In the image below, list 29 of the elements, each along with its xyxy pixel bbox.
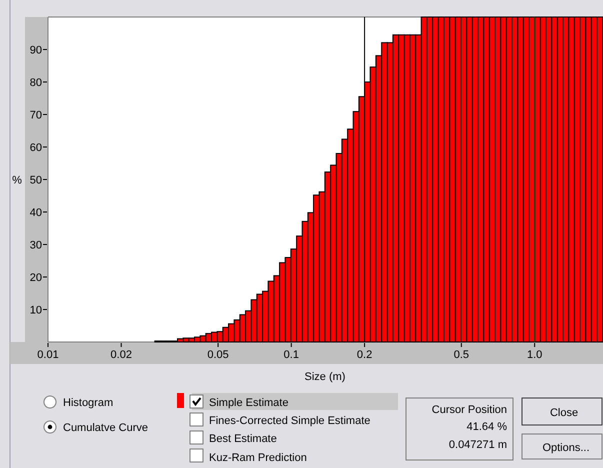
x-tick-label: 0.1 bbox=[284, 349, 299, 361]
y-tick-label: 80 bbox=[30, 76, 42, 89]
text: Cursor Position bbox=[432, 404, 507, 416]
y-tick-label: 70 bbox=[30, 109, 42, 122]
text: Best Estimate bbox=[209, 433, 277, 445]
legend-label: Simple Estimate bbox=[209, 397, 288, 409]
y-tick-label: 50 bbox=[30, 174, 42, 186]
y-tick-label: 30 bbox=[30, 239, 42, 252]
x-tick-label: 0.2 bbox=[356, 349, 372, 361]
x-tick-label: 0.05 bbox=[207, 349, 229, 361]
text: 41.64 % bbox=[466, 421, 508, 433]
text: 0.047271 m bbox=[448, 439, 507, 451]
x-tick-label: 0.01 bbox=[37, 349, 59, 361]
y-axis-title: % bbox=[12, 174, 22, 186]
x-tick-label: 1.0 bbox=[526, 349, 542, 361]
text: Options... bbox=[542, 442, 590, 454]
y-tick-label: 20 bbox=[30, 272, 42, 284]
x-axis-title: Size (m) bbox=[304, 371, 346, 383]
y-tick-label: 40 bbox=[30, 206, 42, 219]
x-tick-label: 0.5 bbox=[454, 349, 470, 361]
y-tick-label: 90 bbox=[30, 44, 42, 56]
text: Fines-Corrected Simple Estimate bbox=[209, 415, 370, 427]
x-tick-label: 0.02 bbox=[110, 349, 132, 361]
y-tick-label: 10 bbox=[30, 304, 42, 316]
y-tick-label: 60 bbox=[30, 142, 42, 154]
text: Histogram bbox=[63, 397, 114, 409]
text: Kuz-Ram Prediction bbox=[209, 452, 307, 464]
text: Cumulatve Curve bbox=[63, 422, 148, 434]
text: Close bbox=[550, 407, 578, 419]
